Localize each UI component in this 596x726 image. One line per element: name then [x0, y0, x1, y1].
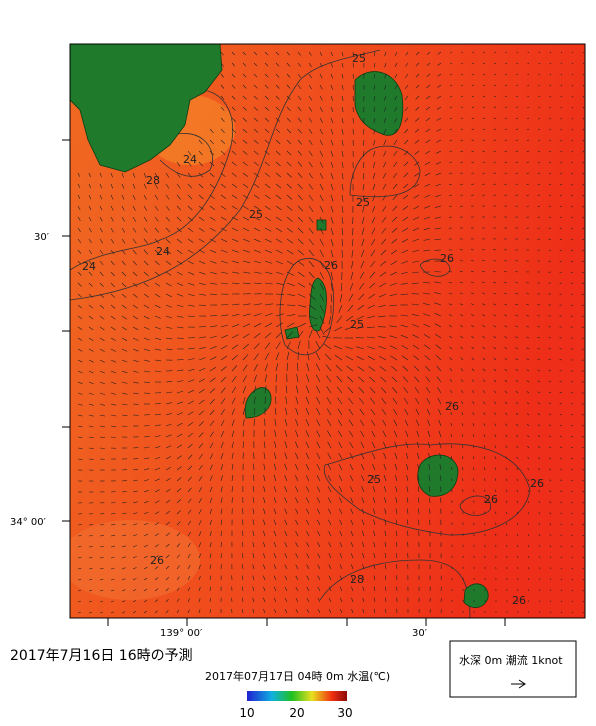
contour-label: 24 [156, 245, 170, 258]
lon-label: 139° 00′ [160, 628, 203, 639]
contour-label: 25 [249, 208, 263, 221]
contour-label: 26 [150, 554, 164, 567]
contour-label: 26 [440, 252, 454, 265]
contour-label: 26 [530, 477, 544, 490]
colorbar-tick: 20 [289, 706, 304, 720]
lon-label: 30′ [412, 628, 428, 639]
contour-label: 24 [82, 260, 96, 273]
title: 2017年7月16日 16時の予測 [10, 648, 193, 664]
contour-label: 26 [445, 400, 459, 413]
contour-label: 26 [324, 259, 338, 272]
contour-label: 26 [484, 493, 498, 506]
contour-label: 25 [350, 318, 364, 331]
contour-label: 25 [356, 196, 370, 209]
contour-label: 24 [183, 153, 197, 166]
legend-text: 水深 0m 潮流 1knot [459, 653, 563, 667]
subtitle: 2017年07月17日 04時 0m 水温(℃) [205, 669, 390, 683]
colorbar [247, 691, 347, 701]
contour-label: 25 [352, 52, 366, 65]
contour-label: 28 [350, 573, 364, 586]
colorbar-tick: 10 [239, 706, 254, 720]
legend-box [450, 641, 576, 697]
map: 25 24 28 25 25 24 24 26 26 25 26 25 26 26 28 26 26 [60, 44, 585, 618]
lat-label: 34° 00′ [10, 517, 47, 528]
colorbar-tick: 30 [337, 706, 352, 720]
contour-label: 25 [367, 473, 381, 486]
contour-label: 28 [146, 174, 160, 187]
contour-label: 26 [512, 594, 526, 607]
lat-label: 30′ [34, 232, 50, 243]
